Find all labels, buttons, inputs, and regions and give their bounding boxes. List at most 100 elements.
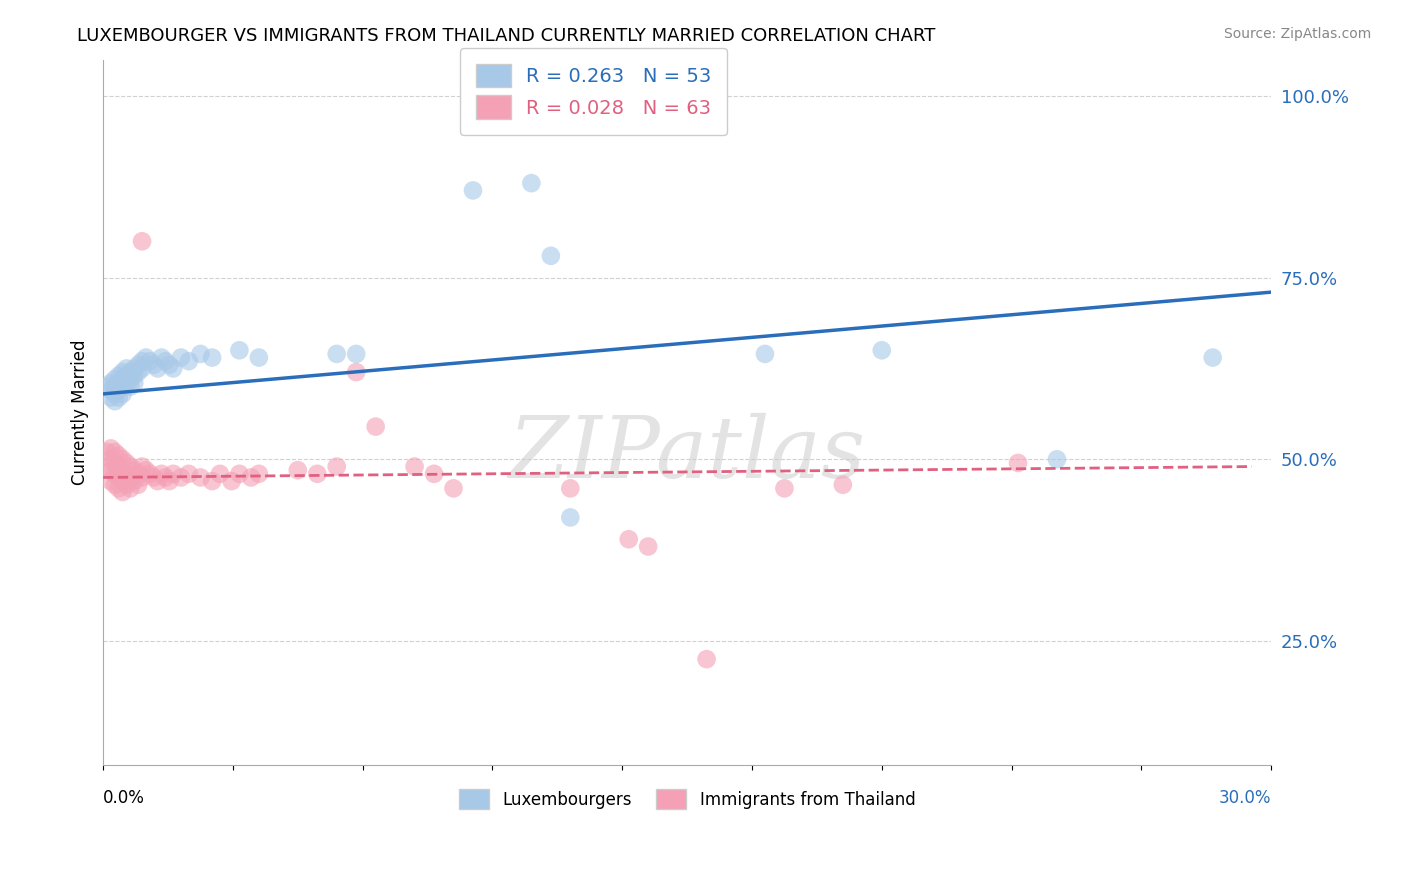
Point — [540, 249, 562, 263]
Point — [115, 477, 138, 491]
Point — [170, 470, 193, 484]
Point — [111, 387, 134, 401]
Point — [637, 540, 659, 554]
Text: ZIPatlas: ZIPatlas — [509, 413, 866, 496]
Point — [111, 379, 134, 393]
Point — [111, 463, 134, 477]
Point — [423, 467, 446, 481]
Point — [404, 459, 426, 474]
Point — [1046, 452, 1069, 467]
Point — [201, 474, 224, 488]
Point — [221, 474, 243, 488]
Point — [617, 533, 640, 547]
Point — [240, 470, 263, 484]
Point — [115, 467, 138, 481]
Point — [107, 459, 129, 474]
Point — [100, 391, 122, 405]
Point — [104, 379, 127, 393]
Point — [142, 358, 165, 372]
Point — [287, 463, 309, 477]
Point — [754, 347, 776, 361]
Point — [111, 485, 134, 500]
Point — [127, 358, 149, 372]
Point — [104, 394, 127, 409]
Text: LUXEMBOURGER VS IMMIGRANTS FROM THAILAND CURRENTLY MARRIED CORRELATION CHART: LUXEMBOURGER VS IMMIGRANTS FROM THAILAND… — [77, 27, 936, 45]
Point — [96, 459, 118, 474]
Point — [177, 467, 200, 481]
Point — [157, 358, 180, 372]
Point — [115, 361, 138, 376]
Point — [107, 368, 129, 383]
Point — [190, 470, 212, 484]
Point — [190, 347, 212, 361]
Point — [111, 365, 134, 379]
Point — [831, 477, 853, 491]
Point — [127, 467, 149, 481]
Legend: Luxembourgers, Immigrants from Thailand: Luxembourgers, Immigrants from Thailand — [451, 782, 922, 816]
Text: 0.0%: 0.0% — [103, 789, 145, 807]
Point — [107, 449, 129, 463]
Point — [131, 361, 153, 376]
Point — [107, 376, 129, 390]
Point — [120, 365, 142, 379]
Point — [307, 467, 329, 481]
Point — [111, 372, 134, 386]
Point — [155, 470, 177, 484]
Text: Source: ZipAtlas.com: Source: ZipAtlas.com — [1223, 27, 1371, 41]
Point — [696, 652, 718, 666]
Point — [560, 481, 582, 495]
Point — [115, 376, 138, 390]
Point — [100, 463, 122, 477]
Point — [155, 354, 177, 368]
Point — [344, 365, 367, 379]
Point — [111, 474, 134, 488]
Point — [115, 456, 138, 470]
Point — [100, 452, 122, 467]
Point — [162, 361, 184, 376]
Point — [247, 467, 270, 481]
Point — [162, 467, 184, 481]
Point — [208, 467, 231, 481]
Point — [120, 459, 142, 474]
Point — [461, 183, 484, 197]
Point — [120, 372, 142, 386]
Point — [111, 452, 134, 467]
Point — [124, 368, 146, 383]
Point — [104, 456, 127, 470]
Point — [107, 391, 129, 405]
Point — [177, 354, 200, 368]
Point — [100, 474, 122, 488]
Point — [104, 387, 127, 401]
Point — [120, 470, 142, 484]
Point — [104, 467, 127, 481]
Point — [96, 379, 118, 393]
Point — [100, 376, 122, 390]
Point — [443, 481, 465, 495]
Point — [150, 467, 173, 481]
Point — [135, 351, 157, 365]
Point — [170, 351, 193, 365]
Point — [107, 481, 129, 495]
Point — [146, 361, 169, 376]
Point — [1202, 351, 1225, 365]
Point — [131, 470, 153, 484]
Point — [560, 510, 582, 524]
Point — [124, 361, 146, 376]
Point — [107, 384, 129, 398]
Point — [120, 379, 142, 393]
Point — [120, 481, 142, 495]
Point — [344, 347, 367, 361]
Point — [1007, 456, 1029, 470]
Point — [96, 445, 118, 459]
Point — [115, 368, 138, 383]
Point — [520, 176, 543, 190]
Point — [870, 343, 893, 358]
Point — [157, 474, 180, 488]
Point — [100, 442, 122, 456]
Point — [124, 376, 146, 390]
Point — [135, 463, 157, 477]
Point — [131, 354, 153, 368]
Point — [325, 459, 347, 474]
Point — [127, 365, 149, 379]
Point — [146, 474, 169, 488]
